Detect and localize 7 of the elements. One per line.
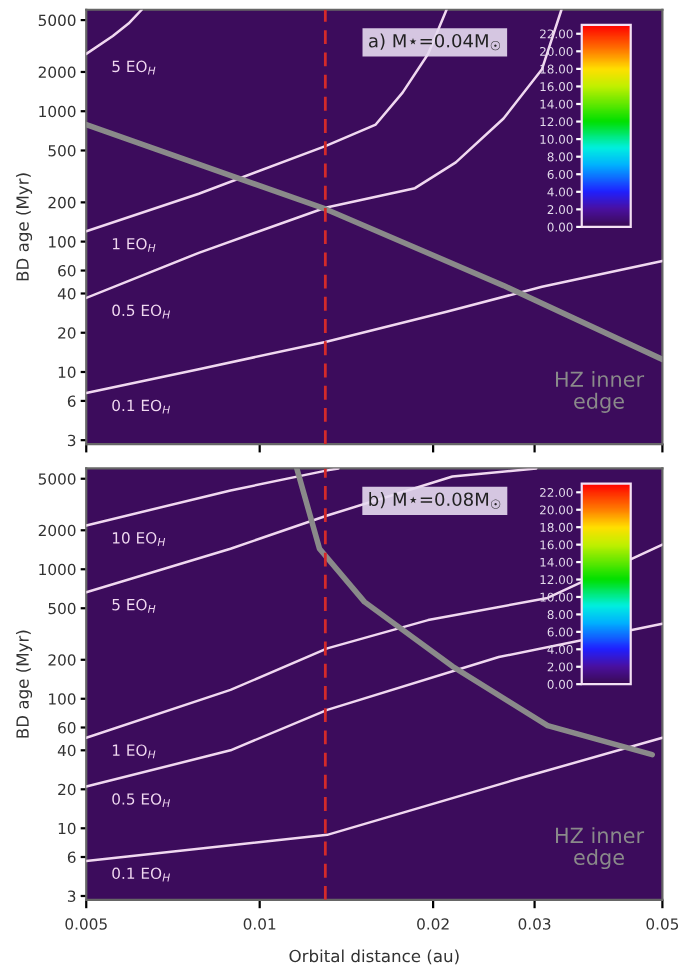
series-label: HZ inner edge: [556, 371, 645, 413]
x-axis-title: Orbital distance (au): [289, 949, 459, 965]
text: HZ inner edge: [556, 827, 645, 870]
y-axis-title: BD age (Myr): [15, 630, 33, 738]
annotation: a) M⋆=0.04M$_{☉}$: [369, 33, 501, 51]
y-axis-title: BD age (Myr): [15, 173, 33, 281]
annotation: b) M⋆=0.08M$_{☉}$: [369, 492, 501, 509]
